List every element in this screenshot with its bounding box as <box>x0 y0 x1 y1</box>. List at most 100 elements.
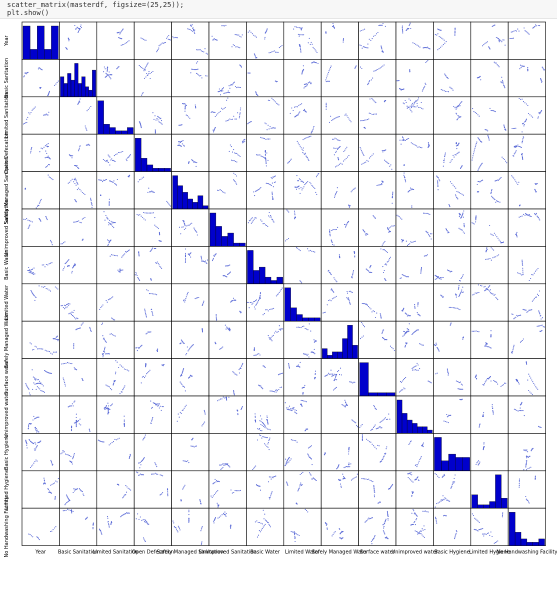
scatter-point <box>300 472 303 474</box>
scatter-point <box>63 266 66 268</box>
scatter-point <box>501 82 503 84</box>
scatter-point <box>426 212 428 214</box>
scatter-point <box>538 310 540 312</box>
scatter-point <box>369 98 371 100</box>
scatter-point <box>71 512 73 514</box>
scatter-point <box>145 316 148 318</box>
scatter-point <box>255 304 257 306</box>
scatter-point <box>330 65 332 67</box>
scatter-point <box>361 47 363 49</box>
scatter-point <box>121 256 123 258</box>
scatter-point <box>491 404 493 406</box>
scatter-point <box>253 34 255 36</box>
scatter-point <box>289 409 291 411</box>
scatter-point <box>493 198 495 200</box>
scatter-point <box>480 164 482 166</box>
scatter-point <box>156 403 158 405</box>
scatter-point <box>338 116 340 118</box>
scatter-point <box>438 349 440 351</box>
scatter-point <box>441 277 443 279</box>
scatter-point <box>424 255 426 257</box>
scatter-point <box>270 495 272 497</box>
scatter-point <box>29 269 31 271</box>
scatter-point <box>107 353 109 355</box>
scatter-point <box>361 336 363 338</box>
scatter-point <box>413 143 415 146</box>
scatter-point <box>108 240 110 242</box>
scatter-point <box>359 146 361 149</box>
scatter-point <box>372 310 374 312</box>
scatter-point <box>271 182 273 184</box>
scatter-point <box>69 509 71 512</box>
scatter-point <box>184 223 186 225</box>
scatter-point <box>158 121 160 123</box>
scatter-point <box>403 103 405 105</box>
scatter-point <box>522 271 524 273</box>
scatter-point <box>372 215 374 217</box>
scatter-point <box>121 44 124 46</box>
scatter-point <box>64 385 66 387</box>
scatter-point <box>451 306 453 309</box>
scatter-point <box>487 289 490 291</box>
scatter-point <box>420 267 423 269</box>
scatter-point <box>147 331 149 333</box>
scatter-point <box>34 426 37 428</box>
scatter-point <box>168 203 170 205</box>
scatter-point <box>235 373 237 375</box>
scatter-point <box>498 254 500 256</box>
scatter-point <box>448 414 450 416</box>
scatter-point <box>78 488 80 490</box>
scatter-point <box>204 260 207 262</box>
scatter-point <box>135 347 137 349</box>
scatter-point <box>437 177 440 179</box>
scatter-point <box>99 179 101 181</box>
matrix-cell <box>507 320 546 359</box>
scatter-point <box>265 444 267 446</box>
scatter-point <box>492 25 494 27</box>
scatter-point <box>71 178 73 180</box>
scatter-point <box>42 286 44 288</box>
histogram-bar <box>60 76 65 97</box>
scatter-point <box>373 445 375 447</box>
scatter-point <box>529 375 531 377</box>
scatter-point <box>514 179 516 181</box>
scatter-point <box>391 168 393 170</box>
scatter-point <box>420 270 422 272</box>
scatter-point <box>534 25 536 28</box>
scatter-point <box>100 306 102 309</box>
scatter-point <box>258 353 260 355</box>
scatter-point <box>143 457 145 459</box>
scatter-point <box>150 249 153 251</box>
scatter-point <box>386 251 388 253</box>
scatter-point <box>416 362 418 364</box>
scatter-point <box>253 218 255 220</box>
scatter-point <box>261 418 263 420</box>
matrix-cell <box>59 246 98 285</box>
scatter-point <box>50 241 52 243</box>
scatter-point <box>427 47 429 49</box>
scatter-point <box>521 261 523 263</box>
scatter-point <box>516 182 518 184</box>
matrix-cell <box>320 283 359 322</box>
scatter-point <box>257 353 259 355</box>
scatter-point <box>437 189 439 191</box>
scatter-point <box>383 269 385 272</box>
scatter-point <box>332 375 334 377</box>
scatter-point <box>520 274 523 276</box>
scatter-point <box>386 339 388 341</box>
scatter-point <box>258 384 260 386</box>
scatter-point <box>392 483 394 485</box>
scatter-point <box>254 413 256 415</box>
scatter-point <box>173 37 175 39</box>
scatter-point <box>249 121 251 123</box>
scatter-point <box>361 67 363 70</box>
scatter-point <box>359 426 361 428</box>
scatter-point <box>75 425 77 427</box>
scatter-point <box>87 143 89 145</box>
scatter-point <box>366 119 368 121</box>
scatter-point <box>233 149 235 151</box>
code-cell[interactable]: scatter_matrix(masterdf, figsize=(25,25)… <box>0 0 557 19</box>
histogram-bar <box>88 89 93 97</box>
scatter-point <box>222 90 224 92</box>
scatter-point <box>487 135 489 137</box>
